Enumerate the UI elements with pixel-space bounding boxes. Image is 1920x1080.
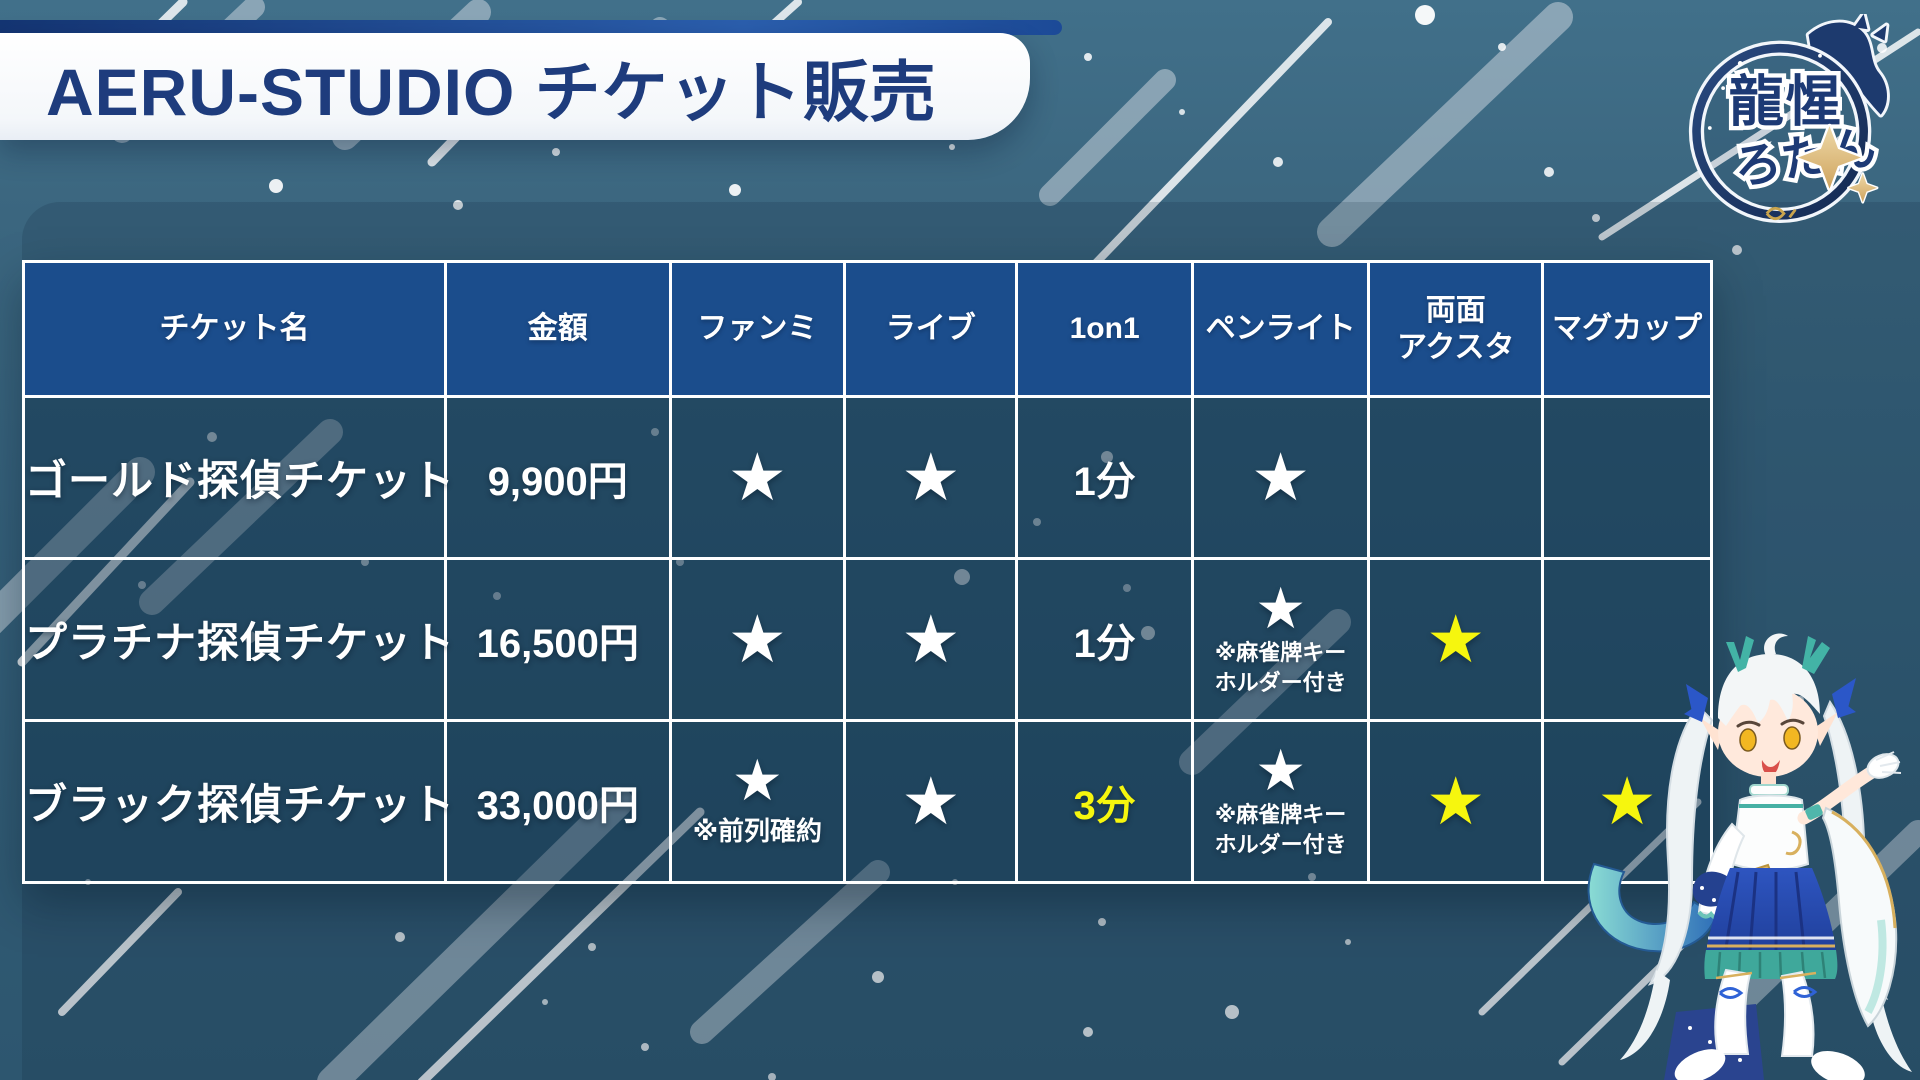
column-header-penlight: ペンライト: [1190, 260, 1371, 398]
column-header-ticket-name: チケット名: [22, 260, 447, 398]
column-header-price: 金額: [444, 260, 672, 398]
brand-logo-art: 龍惺 ろたん: [1688, 11, 1890, 223]
feature-cell-1on1: 3分: [1015, 719, 1194, 884]
feature-cell-live: ★: [843, 719, 1019, 884]
ticket-name-cell: プラチナ探偵チケット: [22, 557, 454, 722]
ticket-row: ゴールド探偵チケット 9,900円 ★ ★ 1分 ★: [22, 395, 1713, 560]
minutes-value: 3分: [1073, 783, 1136, 828]
column-header-live: ライブ: [843, 260, 1019, 398]
character-illustration: [1587, 633, 1912, 1080]
feature-cell-1on1: 1分: [1015, 557, 1194, 722]
ticket-name-cell: ブラック探偵チケット: [22, 719, 454, 884]
ticket-row: ブラック探偵チケット 33,000円 ★ ※前列確約 ★ 3分 ★ ※麻雀牌キー ホルダー付き…: [22, 719, 1713, 884]
feature-cell-fanmi: ★ ※前列確約: [668, 719, 847, 884]
star-white-icon: ★: [727, 440, 787, 515]
feature-cell-penlight: ★ ※麻雀牌キー ホルダー付き: [1190, 719, 1371, 884]
feature-cell-double-sided-acrylic: ★: [1367, 719, 1545, 884]
feature-cell-mug: [1541, 395, 1713, 560]
star-white-icon: ★: [1255, 738, 1307, 803]
feature-cell-mug: [1541, 557, 1713, 722]
star-white-icon: ★: [901, 602, 961, 677]
star-yellow-icon: ★: [1426, 602, 1486, 677]
star-white-icon: ★: [901, 440, 961, 515]
hair-twintail-left: [1647, 704, 1714, 986]
star-white-icon: ★: [901, 764, 961, 839]
feature-cell-penlight: ★: [1190, 395, 1371, 560]
star-white-icon: ★: [1251, 440, 1311, 515]
minutes-value: 1分: [1073, 459, 1136, 504]
column-header-double-sided-acrylic: 両面 アクスタ: [1367, 260, 1545, 398]
title-banner: AERU-STUDIO チケット販売: [0, 33, 1030, 140]
star-white-icon: ★: [731, 748, 783, 813]
feature-cell-penlight: ★ ※麻雀牌キー ホルダー付き: [1190, 557, 1371, 722]
column-header-fanmi: ファンミ: [668, 260, 847, 398]
cell-note: ※麻雀牌キー ホルダー付き: [1214, 639, 1347, 695]
ticket-price-cell: 9,900円: [444, 395, 672, 560]
hair-bangs: [1718, 654, 1820, 726]
cell-note: ※麻雀牌キー ホルダー付き: [1214, 801, 1347, 857]
feature-cell-live: ★: [843, 557, 1019, 722]
ticket-row: プラチナ探偵チケット 16,500円 ★ ★ 1分 ★ ※麻雀牌キー ホルダー付き ★: [22, 557, 1713, 722]
hair-ribbon-left: [1684, 684, 1708, 722]
feature-cell-1on1: 1分: [1015, 395, 1194, 560]
dragon-horn-left: [1726, 636, 1754, 672]
star-white-icon: ★: [1255, 576, 1307, 641]
feature-cell-fanmi: ★: [668, 395, 847, 560]
feature-cell-double-sided-acrylic: ★: [1367, 557, 1545, 722]
minutes-value: 1分: [1073, 621, 1136, 666]
sparkle-star-icon: [1795, 123, 1864, 192]
ticket-name-cell: ゴールド探偵チケット: [22, 395, 454, 560]
ticket-price-cell: 16,500円: [444, 557, 672, 722]
feature-cell-fanmi: ★: [668, 557, 847, 722]
star-white-icon: ★: [727, 602, 787, 677]
dragon-horn-right: [1802, 636, 1830, 674]
star-yellow-icon: ★: [1597, 764, 1657, 839]
feature-cell-double-sided-acrylic: [1367, 395, 1545, 560]
dragon-tail: [1587, 862, 1718, 953]
logo-kanji: 龍惺: [1729, 70, 1843, 132]
feature-cell-live: ★: [843, 395, 1019, 560]
sparkle-star-small-icon: [1847, 172, 1879, 204]
column-header-1on1: 1on1: [1015, 260, 1194, 398]
ticket-table: チケット名 金額 ファンミ ライブ 1on1 ペンライト 両面 アクスタ マグカップ ゴールド…: [22, 260, 1713, 884]
brand-logo: 龍惺 ろたん: [1668, 11, 1896, 242]
cell-note: ※前列確約: [692, 816, 822, 847]
page-title: AERU-STUDIO チケット販売: [46, 54, 937, 129]
ticket-price-cell: 33,000円: [444, 719, 672, 884]
column-header-mug: マグカップ: [1541, 260, 1713, 398]
kimono-sleeve: [1821, 806, 1898, 1028]
title-ribbon-bar: [0, 20, 1062, 35]
hair-ribbon-right: [1832, 678, 1856, 718]
star-yellow-icon: ★: [1426, 764, 1486, 839]
